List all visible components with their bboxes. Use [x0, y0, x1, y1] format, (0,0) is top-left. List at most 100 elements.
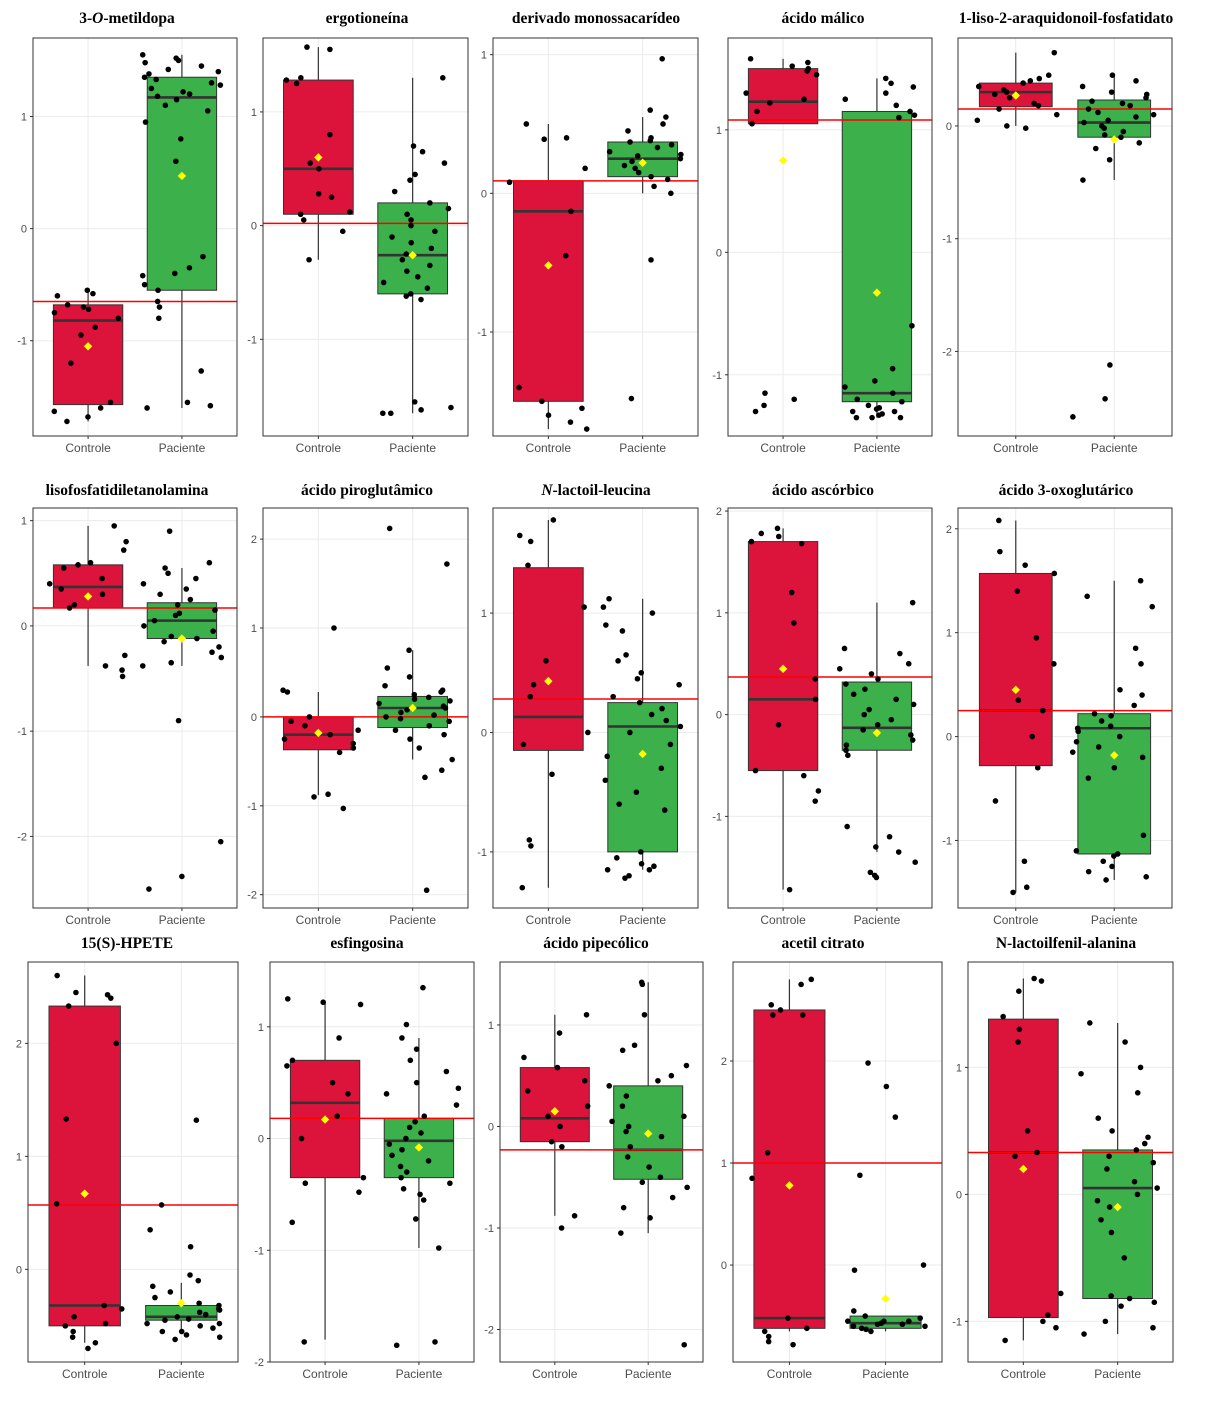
data-point — [144, 405, 150, 411]
data-point — [193, 575, 199, 582]
data-point — [845, 1318, 851, 1324]
data-point — [168, 633, 175, 640]
data-point — [162, 102, 169, 109]
data-point — [626, 872, 632, 879]
data-point — [851, 1308, 857, 1314]
data-point — [141, 281, 148, 288]
data-point — [888, 80, 894, 87]
data-point — [543, 658, 549, 664]
data-point — [360, 1174, 367, 1181]
data-point — [1108, 89, 1115, 95]
data-point — [568, 208, 574, 215]
data-point — [438, 689, 444, 695]
data-point — [165, 570, 171, 577]
data-point — [622, 875, 628, 881]
data-point — [1095, 744, 1102, 750]
data-point — [153, 76, 159, 83]
mean-marker — [83, 342, 93, 351]
y-tick-label: -1 — [477, 847, 487, 859]
data-point — [584, 1103, 591, 1109]
data-point — [516, 384, 522, 391]
data-point — [868, 671, 875, 677]
data-point — [51, 309, 58, 316]
data-point — [516, 532, 523, 539]
data-point — [99, 575, 105, 582]
y-tick-label: 2 — [721, 1056, 727, 1068]
y-tick-label: 0 — [21, 224, 27, 236]
data-point — [193, 1117, 200, 1123]
data-point — [53, 1201, 60, 1207]
data-point — [380, 279, 387, 286]
data-point — [668, 1072, 675, 1079]
data-point — [554, 1064, 561, 1071]
data-point — [1027, 78, 1034, 84]
box-controle — [513, 180, 584, 402]
y-tick-label: -2 — [247, 890, 257, 902]
data-point — [376, 700, 382, 707]
y-tick-label: 0 — [716, 710, 722, 722]
data-point — [413, 1046, 420, 1052]
data-point — [418, 407, 424, 413]
data-point — [1034, 1149, 1040, 1156]
chart-title: N-lactoilfenil-alanina — [995, 935, 1137, 952]
data-point — [556, 1030, 563, 1036]
data-point — [120, 547, 127, 553]
data-point — [799, 1012, 806, 1018]
data-point — [400, 1186, 407, 1192]
x-tick-label: Paciente — [862, 1367, 909, 1381]
x-tick-label: Controle — [65, 913, 111, 927]
data-point — [399, 1035, 405, 1041]
data-point — [530, 681, 537, 688]
data-point — [418, 1130, 424, 1136]
x-tick-label: Paciente — [159, 913, 206, 927]
data-point — [615, 658, 621, 664]
data-point — [408, 217, 414, 223]
data-point — [173, 158, 179, 165]
plot-frame — [262, 37, 469, 437]
data-point — [440, 75, 446, 81]
data-point — [398, 1174, 404, 1181]
data-point — [815, 788, 822, 794]
data-point — [446, 718, 452, 725]
data-point — [426, 722, 433, 729]
data-point — [158, 1202, 165, 1208]
y-tick-label: 2 — [16, 1038, 22, 1050]
data-point — [1092, 145, 1099, 152]
box-controle — [48, 1005, 121, 1327]
data-point — [567, 419, 574, 425]
chart-title: derivado monossacarídeo — [511, 10, 681, 27]
data-point — [404, 268, 410, 274]
data-point — [1122, 1039, 1128, 1045]
data-point — [142, 119, 149, 125]
y-tick-label: 1 — [488, 1020, 494, 1032]
data-point — [217, 82, 224, 88]
data-point — [1102, 395, 1108, 402]
mean-marker — [177, 1299, 186, 1308]
data-point — [177, 136, 184, 142]
y-tick-label: 1 — [956, 1062, 962, 1074]
data-point — [525, 562, 531, 569]
data-point — [1078, 1070, 1084, 1077]
x-tick-label: Controle — [526, 913, 572, 927]
data-point — [171, 270, 178, 277]
data-point — [857, 1172, 863, 1179]
data-point — [1095, 109, 1101, 116]
data-point — [1101, 125, 1107, 131]
data-point — [447, 1180, 453, 1187]
data-point — [786, 886, 793, 893]
data-point — [325, 791, 331, 798]
data-point — [558, 1225, 565, 1231]
y-tick-label: -1 — [942, 835, 952, 847]
data-point — [218, 654, 225, 661]
x-tick-label: Paciente — [396, 1367, 443, 1381]
data-point — [51, 408, 58, 415]
data-point — [1143, 94, 1149, 101]
data-point — [639, 981, 646, 988]
x-tick-label: Paciente — [625, 1367, 672, 1381]
data-point — [858, 1325, 865, 1332]
data-point — [649, 610, 656, 616]
plot-frame — [492, 37, 699, 437]
